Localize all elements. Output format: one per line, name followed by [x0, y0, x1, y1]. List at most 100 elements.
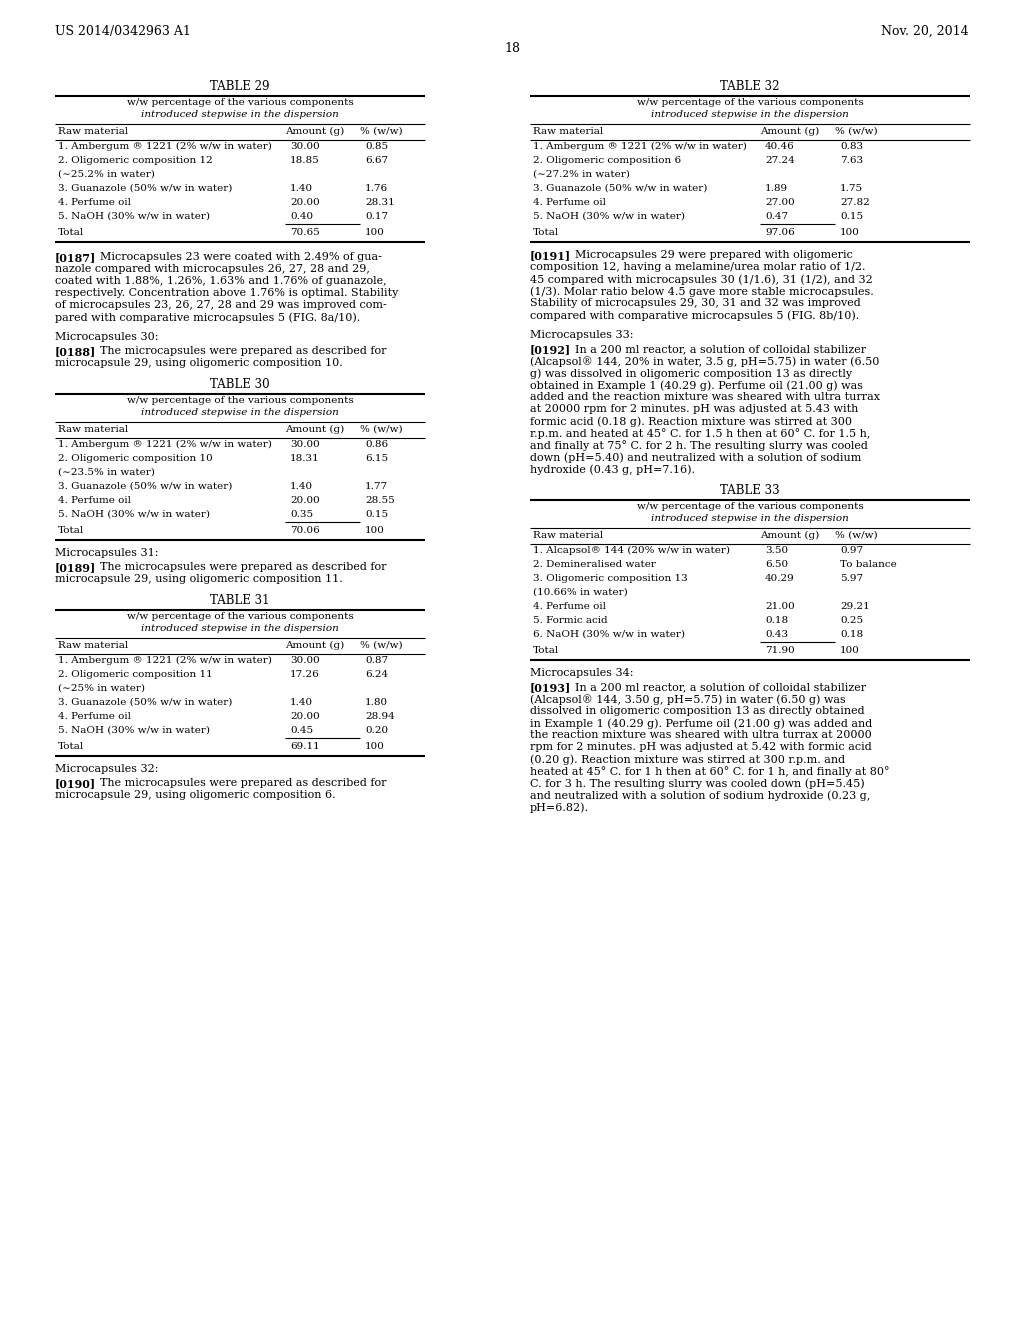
Text: 30.00: 30.00 [290, 440, 319, 449]
Text: Microcapsules 29 were prepared with oligomeric: Microcapsules 29 were prepared with olig… [568, 249, 853, 260]
Text: 100: 100 [365, 742, 385, 751]
Text: respectively. Concentration above 1.76% is optimal. Stability: respectively. Concentration above 1.76% … [55, 288, 398, 298]
Text: (∼25.2% in water): (∼25.2% in water) [58, 170, 155, 180]
Text: Amount (g): Amount (g) [760, 127, 819, 136]
Text: [0192]: [0192] [530, 345, 571, 355]
Text: 1.89: 1.89 [765, 183, 788, 193]
Text: the reaction mixture was sheared with ultra turrax at 20000: the reaction mixture was sheared with ul… [530, 730, 871, 741]
Text: w/w percentage of the various components: w/w percentage of the various components [127, 396, 353, 405]
Text: 20.00: 20.00 [290, 496, 319, 506]
Text: [0187]: [0187] [55, 252, 96, 263]
Text: 2. Demineralised water: 2. Demineralised water [534, 560, 656, 569]
Text: Microcapsules 30:: Microcapsules 30: [55, 333, 159, 342]
Text: 5.97: 5.97 [840, 574, 863, 583]
Text: Raw material: Raw material [58, 127, 128, 136]
Text: The microcapsules were prepared as described for: The microcapsules were prepared as descr… [93, 777, 386, 788]
Text: TABLE 33: TABLE 33 [720, 484, 780, 498]
Text: 0.15: 0.15 [365, 510, 388, 519]
Text: at 20000 rpm for 2 minutes. pH was adjusted at 5.43 with: at 20000 rpm for 2 minutes. pH was adjus… [530, 404, 858, 414]
Text: 2. Oligomeric composition 10: 2. Oligomeric composition 10 [58, 454, 213, 463]
Text: % (w/w): % (w/w) [360, 127, 402, 136]
Text: Microcapsules 31:: Microcapsules 31: [55, 548, 159, 558]
Text: 17.26: 17.26 [290, 671, 319, 678]
Text: (∼27.2% in water): (∼27.2% in water) [534, 170, 630, 180]
Text: 0.20: 0.20 [365, 726, 388, 735]
Text: 20.00: 20.00 [290, 198, 319, 207]
Text: 27.82: 27.82 [840, 198, 869, 207]
Text: TABLE 31: TABLE 31 [210, 594, 269, 607]
Text: 28.55: 28.55 [365, 496, 394, 506]
Text: 30.00: 30.00 [290, 656, 319, 665]
Text: Raw material: Raw material [58, 642, 128, 649]
Text: formic acid (0.18 g). Reaction mixture was stirred at 300: formic acid (0.18 g). Reaction mixture w… [530, 416, 852, 426]
Text: Total: Total [58, 525, 84, 535]
Text: 40.29: 40.29 [765, 574, 795, 583]
Text: 3. Guanazole (50% w/w in water): 3. Guanazole (50% w/w in water) [58, 183, 232, 193]
Text: [0191]: [0191] [530, 249, 571, 261]
Text: 4. Perfume oil: 4. Perfume oil [58, 496, 131, 506]
Text: 1.40: 1.40 [290, 482, 313, 491]
Text: g) was dissolved in oligomeric composition 13 as directly: g) was dissolved in oligomeric compositi… [530, 368, 852, 379]
Text: [0193]: [0193] [530, 682, 571, 693]
Text: Raw material: Raw material [534, 531, 603, 540]
Text: down (pH=5.40) and neutralized with a solution of sodium: down (pH=5.40) and neutralized with a so… [530, 451, 861, 462]
Text: TABLE 32: TABLE 32 [720, 81, 779, 92]
Text: 2. Oligomeric composition 12: 2. Oligomeric composition 12 [58, 156, 213, 165]
Text: 70.06: 70.06 [290, 525, 319, 535]
Text: 0.40: 0.40 [290, 213, 313, 220]
Text: 5. NaOH (30% w/w in water): 5. NaOH (30% w/w in water) [58, 726, 210, 735]
Text: 70.65: 70.65 [290, 228, 319, 238]
Text: Total: Total [58, 228, 84, 238]
Text: In a 200 ml reactor, a solution of colloidal stabilizer: In a 200 ml reactor, a solution of collo… [568, 682, 866, 692]
Text: Microcapsules 33:: Microcapsules 33: [530, 330, 634, 341]
Text: w/w percentage of the various components: w/w percentage of the various components [637, 98, 863, 107]
Text: 3. Guanazole (50% w/w in water): 3. Guanazole (50% w/w in water) [58, 482, 232, 491]
Text: 6.15: 6.15 [365, 454, 388, 463]
Text: 71.90: 71.90 [765, 645, 795, 655]
Text: 69.11: 69.11 [290, 742, 319, 751]
Text: Amount (g): Amount (g) [285, 642, 344, 651]
Text: 4. Perfume oil: 4. Perfume oil [58, 711, 131, 721]
Text: [0190]: [0190] [55, 777, 96, 789]
Text: introduced stepwise in the dispersion: introduced stepwise in the dispersion [141, 624, 339, 634]
Text: 0.83: 0.83 [840, 143, 863, 150]
Text: 0.47: 0.47 [765, 213, 788, 220]
Text: nazole compared with microcapsules 26, 27, 28 and 29,: nazole compared with microcapsules 26, 2… [55, 264, 370, 275]
Text: The microcapsules were prepared as described for: The microcapsules were prepared as descr… [93, 562, 386, 572]
Text: Amount (g): Amount (g) [760, 531, 819, 540]
Text: 45 compared with microcapsules 30 (1/1.6), 31 (1/2), and 32: 45 compared with microcapsules 30 (1/1.6… [530, 275, 872, 285]
Text: pared with comparative microcapsules 5 (FIG. 8a/10).: pared with comparative microcapsules 5 (… [55, 312, 360, 322]
Text: C. for 3 h. The resulting slurry was cooled down (pH=5.45): C. for 3 h. The resulting slurry was coo… [530, 777, 864, 788]
Text: (0.20 g). Reaction mixture was stirred at 300 r.p.m. and: (0.20 g). Reaction mixture was stirred a… [530, 754, 845, 764]
Text: (∼23.5% in water): (∼23.5% in water) [58, 469, 155, 477]
Text: w/w percentage of the various components: w/w percentage of the various components [637, 502, 863, 511]
Text: Stability of microcapsules 29, 30, 31 and 32 was improved: Stability of microcapsules 29, 30, 31 an… [530, 298, 861, 308]
Text: Nov. 20, 2014: Nov. 20, 2014 [882, 25, 969, 38]
Text: 4. Perfume oil: 4. Perfume oil [58, 198, 131, 207]
Text: 0.15: 0.15 [840, 213, 863, 220]
Text: (1/3). Molar ratio below 4.5 gave more stable microcapsules.: (1/3). Molar ratio below 4.5 gave more s… [530, 286, 873, 297]
Text: 100: 100 [365, 525, 385, 535]
Text: 1. Ambergum ® 1221 (2% w/w in water): 1. Ambergum ® 1221 (2% w/w in water) [58, 656, 272, 665]
Text: rpm for 2 minutes. pH was adjusted at 5.42 with formic acid: rpm for 2 minutes. pH was adjusted at 5.… [530, 742, 871, 752]
Text: in Example 1 (40.29 g). Perfume oil (21.00 g) was added and: in Example 1 (40.29 g). Perfume oil (21.… [530, 718, 872, 729]
Text: introduced stepwise in the dispersion: introduced stepwise in the dispersion [651, 513, 849, 523]
Text: The microcapsules were prepared as described for: The microcapsules were prepared as descr… [93, 346, 386, 356]
Text: 0.85: 0.85 [365, 143, 388, 150]
Text: of microcapsules 23, 26, 27, 28 and 29 was improved com-: of microcapsules 23, 26, 27, 28 and 29 w… [55, 300, 387, 310]
Text: heated at 45° C. for 1 h then at 60° C. for 1 h, and finally at 80°: heated at 45° C. for 1 h then at 60° C. … [530, 766, 890, 777]
Text: 100: 100 [840, 645, 860, 655]
Text: 7.63: 7.63 [840, 156, 863, 165]
Text: Microcapsules 32:: Microcapsules 32: [55, 764, 159, 774]
Text: 0.43: 0.43 [765, 630, 788, 639]
Text: 40.46: 40.46 [765, 143, 795, 150]
Text: 0.45: 0.45 [290, 726, 313, 735]
Text: [0189]: [0189] [55, 562, 96, 573]
Text: 20.00: 20.00 [290, 711, 319, 721]
Text: 0.18: 0.18 [765, 616, 788, 624]
Text: 3.50: 3.50 [765, 546, 788, 554]
Text: TABLE 30: TABLE 30 [210, 378, 269, 391]
Text: 1.40: 1.40 [290, 698, 313, 708]
Text: 29.21: 29.21 [840, 602, 869, 611]
Text: 0.18: 0.18 [840, 630, 863, 639]
